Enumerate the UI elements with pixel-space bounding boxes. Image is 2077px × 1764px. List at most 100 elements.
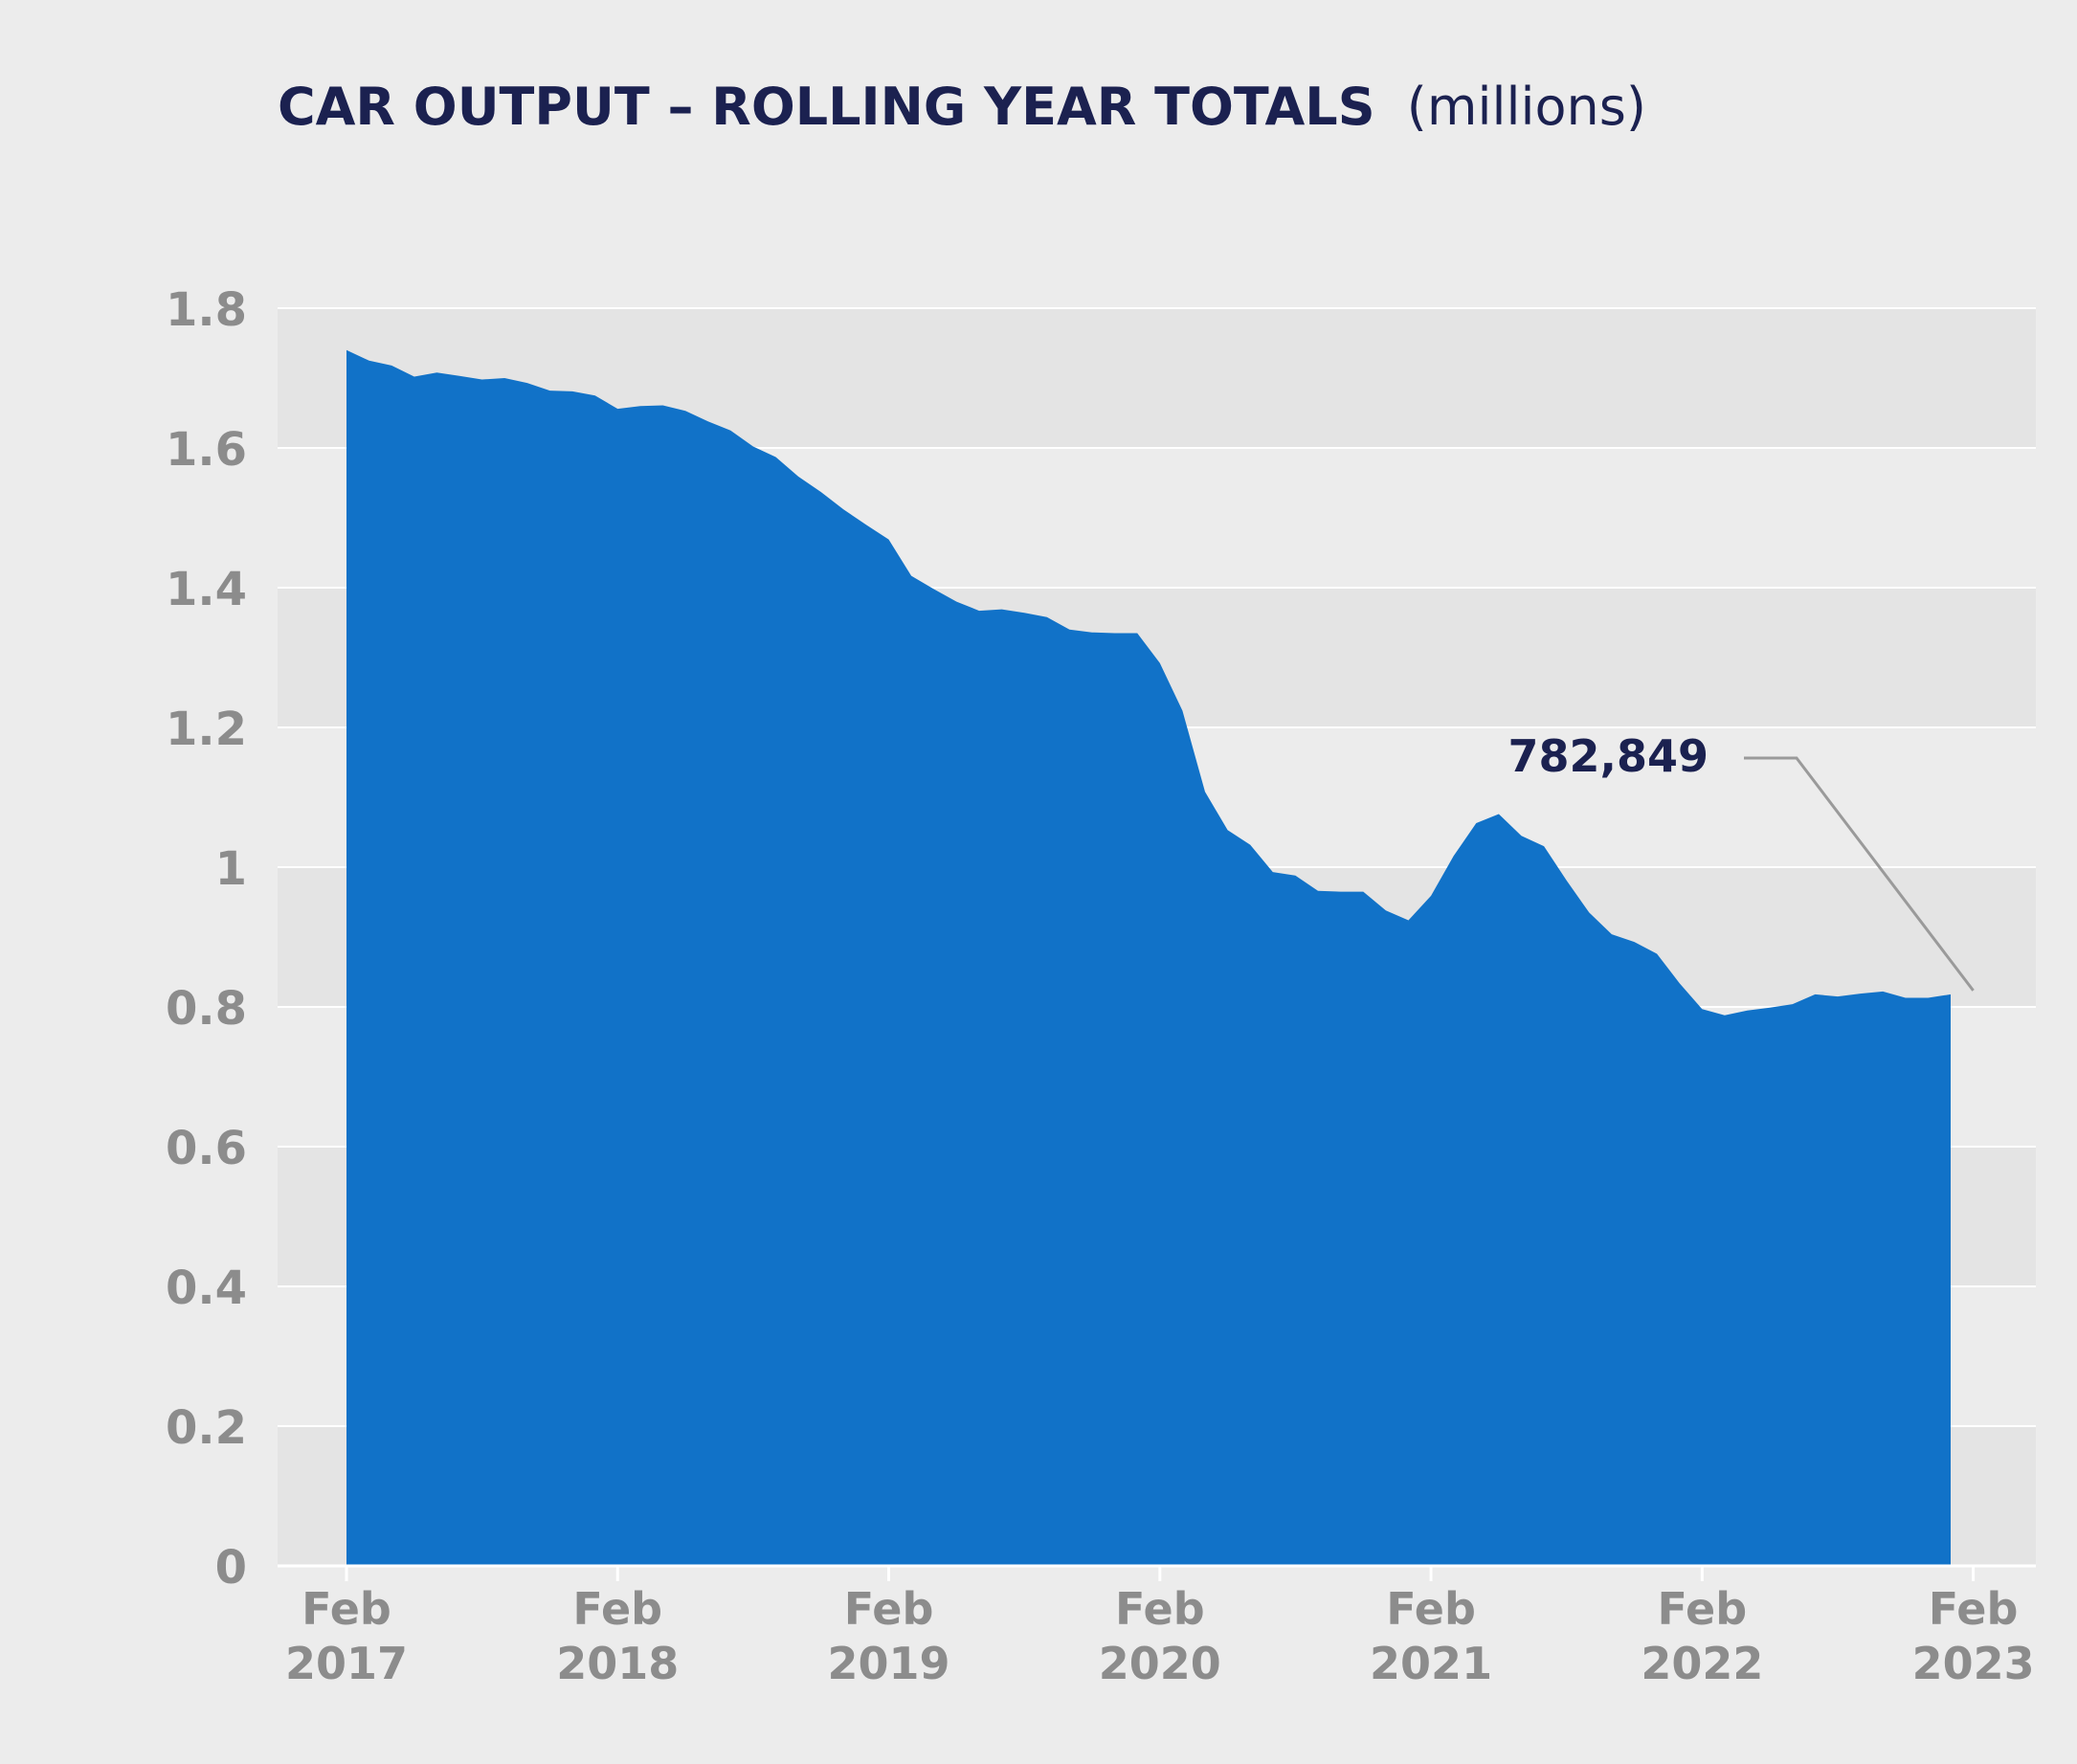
y-tick-label: 0 bbox=[215, 1541, 247, 1595]
data-point bbox=[614, 406, 620, 412]
data-point bbox=[592, 392, 598, 398]
data-point bbox=[1519, 833, 1525, 838]
data-point bbox=[1338, 889, 1344, 895]
data-point bbox=[434, 369, 439, 375]
data-point bbox=[773, 455, 779, 460]
data-point bbox=[389, 363, 394, 368]
chart-title-unit: (millions) bbox=[1407, 77, 1646, 137]
data-point bbox=[1021, 610, 1027, 615]
data-point bbox=[547, 388, 553, 393]
data-point bbox=[818, 489, 824, 495]
y-tick-label: 1.6 bbox=[166, 423, 247, 477]
x-tick-year: 2021 bbox=[1370, 1638, 1492, 1689]
data-point bbox=[1722, 1013, 1728, 1018]
data-point bbox=[1880, 989, 1886, 994]
data-point bbox=[1044, 614, 1050, 620]
data-point bbox=[457, 373, 462, 379]
data-point bbox=[1767, 1005, 1773, 1011]
data-point bbox=[1428, 893, 1434, 899]
data-point bbox=[344, 347, 349, 353]
x-tick-year: 2018 bbox=[556, 1638, 679, 1689]
data-point bbox=[1699, 1006, 1705, 1012]
data-point bbox=[953, 599, 959, 605]
data-point bbox=[1473, 820, 1479, 826]
data-point bbox=[1406, 918, 1412, 924]
data-point bbox=[367, 358, 372, 364]
data-point bbox=[1586, 909, 1592, 915]
data-point bbox=[1315, 888, 1321, 894]
data-point bbox=[863, 522, 869, 527]
data-point bbox=[705, 418, 711, 424]
data-point bbox=[525, 380, 530, 386]
annotation-label: 782,849 bbox=[1508, 730, 1708, 782]
data-point bbox=[637, 403, 643, 409]
y-tick-label: 1.2 bbox=[166, 703, 247, 756]
annotation-leader-line bbox=[1744, 756, 1975, 992]
y-tick-label: 1.8 bbox=[166, 283, 247, 337]
data-point bbox=[1247, 842, 1253, 848]
data-point bbox=[750, 444, 756, 450]
data-point bbox=[1925, 995, 1931, 1001]
data-point bbox=[1383, 907, 1389, 913]
data-point bbox=[886, 537, 892, 543]
data-point bbox=[1157, 660, 1163, 666]
data-point bbox=[1564, 878, 1570, 883]
data-point bbox=[1451, 853, 1457, 859]
data-point bbox=[976, 608, 982, 614]
data-point bbox=[660, 403, 666, 409]
x-tick-month: Feb bbox=[1386, 1583, 1476, 1635]
data-point bbox=[1360, 889, 1366, 895]
data-point bbox=[931, 587, 937, 592]
data-point bbox=[1089, 630, 1095, 636]
y-axis-ticks: 0 0.2 0.4 0.6 0.8 1 1.2 1.4 1.6 1.8 bbox=[166, 283, 247, 1595]
data-point bbox=[1292, 873, 1298, 879]
output-area bbox=[346, 349, 1951, 1566]
data-point bbox=[1948, 992, 1954, 997]
data-point bbox=[795, 474, 801, 480]
data-point bbox=[1677, 980, 1683, 986]
data-point bbox=[1632, 939, 1638, 945]
data-point bbox=[1496, 812, 1502, 817]
data-point bbox=[1541, 843, 1547, 849]
data-point bbox=[1745, 1008, 1751, 1014]
data-point bbox=[727, 428, 733, 434]
data-point bbox=[682, 408, 688, 413]
x-tick-year: 2022 bbox=[1641, 1638, 1763, 1689]
y-tick-label: 0.4 bbox=[166, 1262, 247, 1315]
x-axis-ticks: Feb2017Feb2018Feb2019Feb2020Feb2021Feb20… bbox=[285, 1566, 2035, 1689]
data-point bbox=[1066, 627, 1072, 633]
data-point bbox=[502, 375, 507, 381]
x-tick-month: Feb bbox=[302, 1583, 391, 1635]
x-tick-month: Feb bbox=[1115, 1583, 1205, 1635]
data-point bbox=[1609, 931, 1615, 937]
y-tick-label: 1.4 bbox=[166, 563, 247, 616]
x-tick-year: 2019 bbox=[828, 1638, 950, 1689]
data-point bbox=[908, 573, 914, 579]
data-point bbox=[999, 607, 1005, 613]
x-tick-month: Feb bbox=[1657, 1583, 1747, 1635]
x-tick-month: Feb bbox=[1929, 1583, 2019, 1635]
data-point bbox=[1654, 951, 1660, 957]
data-point bbox=[1270, 869, 1276, 875]
x-tick-year: 2020 bbox=[1099, 1638, 1221, 1689]
x-tick-year: 2023 bbox=[1912, 1638, 2035, 1689]
y-tick-label: 0.8 bbox=[166, 982, 247, 1036]
y-tick-label: 1 bbox=[215, 842, 247, 896]
x-tick-year: 2017 bbox=[285, 1638, 408, 1689]
data-point bbox=[1134, 631, 1140, 636]
chart-title: CAR OUTPUT – ROLLING YEAR TOTALS (millio… bbox=[278, 77, 1646, 137]
data-point bbox=[1835, 994, 1841, 999]
y-tick-label: 0.6 bbox=[166, 1122, 247, 1175]
data-point bbox=[412, 374, 417, 380]
data-point bbox=[1812, 992, 1818, 997]
data-point bbox=[840, 506, 846, 512]
data-point bbox=[480, 377, 485, 383]
chart-title-main: CAR OUTPUT – ROLLING YEAR TOTALS bbox=[278, 77, 1375, 137]
data-point bbox=[570, 389, 575, 394]
data-point bbox=[1202, 789, 1208, 794]
data-point bbox=[1858, 991, 1864, 996]
data-point bbox=[1179, 708, 1185, 714]
x-tick-month: Feb bbox=[844, 1583, 934, 1635]
x-tick-month: Feb bbox=[572, 1583, 662, 1635]
